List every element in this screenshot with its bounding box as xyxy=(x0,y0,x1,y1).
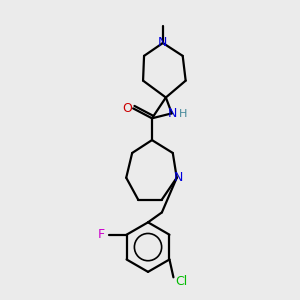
Text: Cl: Cl xyxy=(175,275,188,288)
Text: F: F xyxy=(98,228,105,241)
Text: O: O xyxy=(122,102,132,115)
Text: N: N xyxy=(168,107,178,120)
Text: N: N xyxy=(158,37,168,50)
Text: H: H xyxy=(178,109,187,119)
Text: N: N xyxy=(174,171,183,184)
